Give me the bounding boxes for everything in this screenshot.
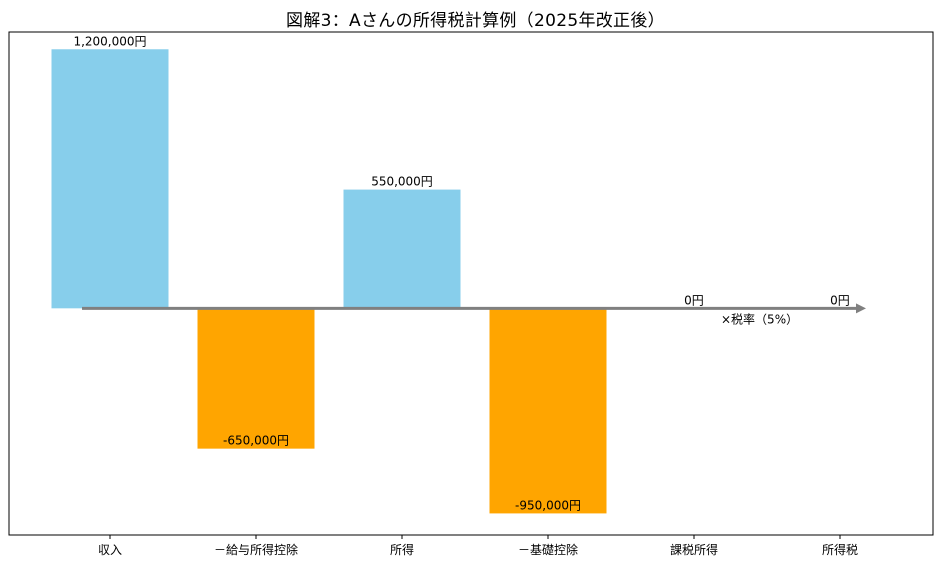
data-label-4: 0円	[684, 293, 704, 307]
bar-1	[197, 308, 315, 449]
chart-title: 図解3：Aさんの所得税計算例（2025年改正後）	[286, 11, 665, 31]
x-tick-label-2: 所得	[390, 542, 414, 557]
plot-frame	[8, 31, 934, 536]
x-tick-label-0: 収入	[98, 543, 122, 557]
data-label-0: 1,200,000円	[73, 34, 146, 48]
tax-rate-annotation: ×税率（5%）	[721, 311, 798, 326]
labels-layer: 1,200,000円 -650,000円 550,000円 -950,000円 0円 0円…	[73, 34, 849, 512]
data-label-5: 0円	[830, 293, 850, 307]
data-label-2: 550,000円	[371, 175, 433, 189]
data-label-1: -650,000円	[223, 434, 289, 448]
x-tick-layer: 収入 －給与所得控除 所得 －基礎控除 課税所得 所得税	[98, 535, 858, 557]
x-tick-label-5: 所得税	[822, 542, 858, 557]
arrow-layer	[82, 303, 866, 314]
x-tick-label-3: －基礎控除	[518, 542, 578, 557]
x-tick-label-4: 課税所得	[670, 542, 718, 557]
bar-0	[51, 49, 169, 309]
bar-3	[489, 308, 607, 514]
bars-layer	[51, 49, 607, 514]
process-arrow-head	[856, 303, 866, 314]
data-label-3: -950,000円	[515, 498, 581, 512]
bar-2	[343, 189, 461, 309]
x-tick-label-1: －給与所得控除	[214, 542, 298, 557]
